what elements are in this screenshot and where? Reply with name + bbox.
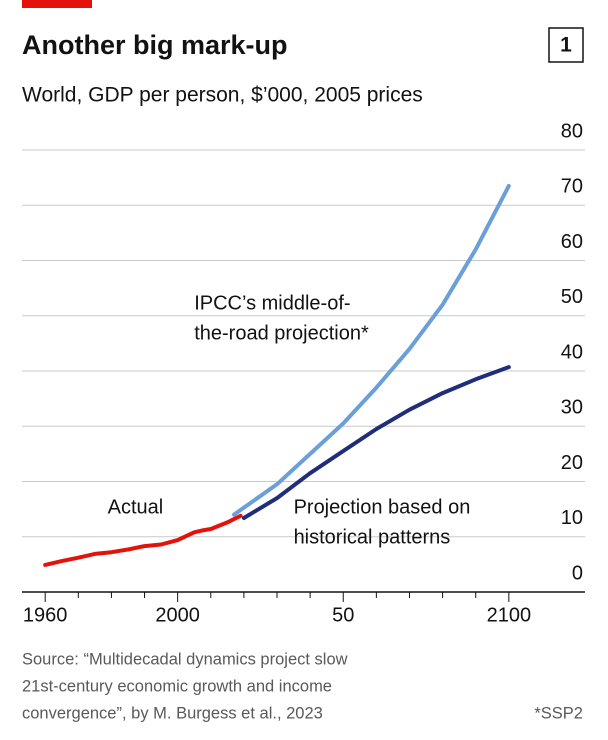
x-tick-label: 2100 [487,604,532,626]
source: Source: “Multidecadal dynamics project s… [22,650,348,668]
annotation: IPCC’s middle-of- [194,292,350,314]
series-line [241,365,511,520]
annotation: Actual [108,497,164,519]
y-tick-label: 70 [561,176,583,198]
source: 21st-century economic growth and income [22,677,332,695]
annotation: the-road projection* [194,322,369,344]
annotation: Projection based on [294,497,471,519]
y-tick-label: 40 [561,341,583,363]
y-tick-label: 0 [572,562,583,584]
source: convergence”, by M. Burgess et al., 2023 [22,704,323,722]
y-tick-label: 60 [561,231,583,253]
y-tick-label: 10 [561,507,583,529]
y-tick-label: 30 [561,397,583,419]
chart-number-box [548,27,584,63]
brand-bar [22,0,92,8]
y-tick-label: 50 [561,286,583,308]
x-tick-label: 2000 [155,604,200,626]
x-tick-label: 50 [332,604,354,626]
chart-number: 1 [560,34,572,57]
y-tick-label: 80 [561,120,583,142]
series-line [43,513,243,567]
x-tick-label: 1960 [23,604,68,626]
annotation: historical patterns [294,527,451,549]
footnote: *SSP2 [534,704,583,722]
series-line [232,183,511,517]
chart-title: Another big mark-up [22,30,288,60]
y-tick-label: 20 [561,452,583,474]
chart-subtitle: World, GDP per person, $’000, 2005 price… [22,84,423,107]
